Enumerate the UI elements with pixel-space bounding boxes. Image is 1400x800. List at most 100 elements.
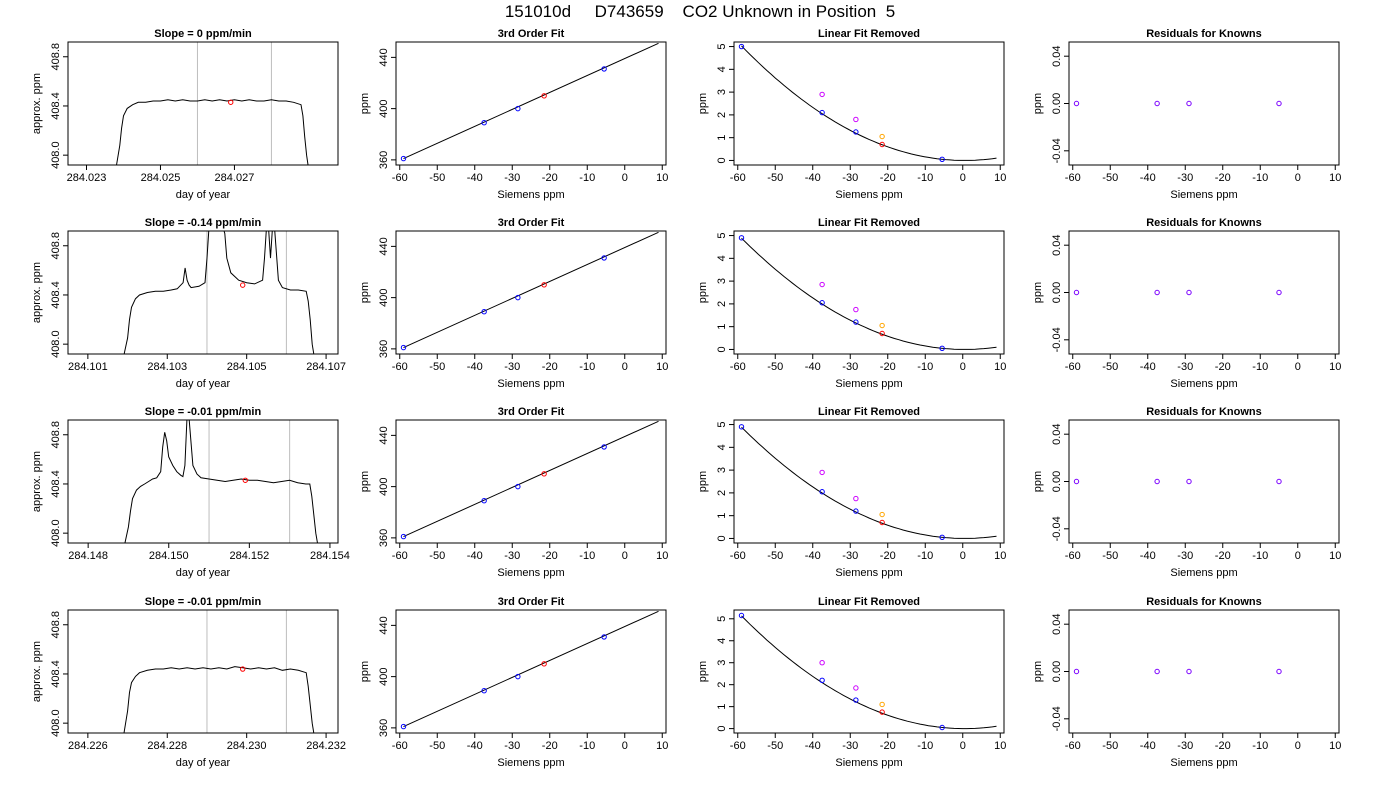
x-axis-label: day of year bbox=[176, 567, 231, 579]
chart-title: Slope = -0.14 ppm/min bbox=[145, 217, 262, 229]
plot-frame bbox=[67, 230, 339, 355]
y-tick-label: 3 bbox=[716, 467, 728, 473]
x-tick-label: -50 bbox=[1102, 550, 1118, 562]
data-point bbox=[879, 519, 885, 526]
x-tick-label: 10 bbox=[1329, 550, 1341, 562]
data-point bbox=[819, 469, 825, 476]
x-tick-label: -30 bbox=[1177, 361, 1193, 373]
data-point bbox=[541, 661, 547, 667]
y-tick-label: 408.0 bbox=[50, 519, 62, 547]
x-tick-label: 10 bbox=[1329, 172, 1341, 184]
x-tick-label: 0 bbox=[622, 550, 628, 562]
y-tick-label: 440 bbox=[378, 426, 390, 444]
y-tick-label: 408.8 bbox=[50, 421, 62, 449]
x-tick-label: -60 bbox=[730, 172, 746, 184]
plot-frame bbox=[395, 230, 667, 355]
data-point bbox=[819, 489, 825, 495]
data-point bbox=[853, 697, 859, 703]
data-point bbox=[939, 156, 945, 163]
y-tick-label: 408.4 bbox=[50, 92, 62, 120]
x-tick-label: -40 bbox=[1140, 172, 1156, 184]
y-axis-label: ppm bbox=[1032, 282, 1044, 303]
y-tick-label: 0 bbox=[716, 535, 728, 541]
data-point bbox=[601, 255, 607, 261]
data-point bbox=[541, 93, 547, 99]
x-tick-label: -50 bbox=[1102, 740, 1118, 752]
data-point bbox=[1276, 478, 1282, 485]
x-tick-label: -40 bbox=[467, 550, 483, 562]
x-tick-label: -50 bbox=[429, 172, 445, 184]
y-tick-label: 440 bbox=[378, 48, 390, 66]
plot-frame bbox=[395, 419, 667, 544]
data-point bbox=[738, 43, 745, 50]
y-tick-label: 0.00 bbox=[1051, 471, 1063, 492]
y-tick-label: 2 bbox=[716, 490, 728, 496]
plot-frame bbox=[67, 609, 339, 734]
y-tick-label: 408.4 bbox=[50, 281, 62, 309]
chart-panel: Residuals for Knowns -60 -50 -40 -30 -20 -10 0 1… bbox=[1032, 406, 1341, 579]
plot-frame bbox=[67, 419, 339, 544]
y-tick-label: 360 bbox=[378, 529, 390, 547]
plot-frame bbox=[1068, 230, 1340, 355]
y-tick-label: 408.8 bbox=[50, 232, 62, 260]
data-point bbox=[853, 685, 859, 691]
x-tick-label: -40 bbox=[467, 361, 483, 373]
y-axis-label: ppm bbox=[359, 93, 371, 114]
x-tick-label: -60 bbox=[392, 740, 408, 752]
series-line bbox=[123, 666, 315, 733]
x-tick-label: 0 bbox=[1295, 172, 1301, 184]
plot-frame bbox=[67, 41, 339, 166]
data-point bbox=[819, 300, 825, 306]
plot-area bbox=[400, 610, 659, 730]
plot-frame bbox=[1068, 41, 1340, 166]
plot-area bbox=[1073, 289, 1282, 296]
chart-title: Linear Fit Removed bbox=[818, 28, 920, 40]
x-tick-label: -40 bbox=[805, 740, 821, 752]
fit-line bbox=[403, 231, 659, 349]
x-axis-label: day of year bbox=[176, 189, 231, 201]
y-tick-label: 4 bbox=[716, 66, 728, 72]
fit-line bbox=[403, 610, 659, 728]
x-tick-label: -30 bbox=[842, 740, 858, 752]
plot-area bbox=[400, 231, 659, 351]
x-tick-label: -60 bbox=[1065, 740, 1081, 752]
x-tick-label: -30 bbox=[1177, 172, 1193, 184]
chart-panel: Slope = -0.01 ppm/min 284.226 284.228 284.2… bbox=[31, 596, 346, 769]
data-point bbox=[515, 483, 521, 490]
data-point bbox=[1154, 289, 1160, 296]
x-tick-label: -60 bbox=[1065, 172, 1081, 184]
x-axis-label: Siemens ppm bbox=[1170, 378, 1237, 390]
series-line bbox=[116, 99, 309, 165]
y-tick-label: 0.04 bbox=[1051, 423, 1063, 444]
data-point bbox=[879, 133, 885, 140]
x-tick-label: -10 bbox=[917, 361, 933, 373]
chart-title: Slope = -0.01 ppm/min bbox=[145, 596, 262, 608]
x-tick-label: -20 bbox=[1215, 740, 1231, 752]
plot-frame bbox=[1068, 609, 1340, 734]
plot-area bbox=[124, 420, 318, 543]
data-point bbox=[853, 508, 859, 514]
y-tick-label: 408.0 bbox=[50, 141, 62, 169]
x-axis-label: Siemens ppm bbox=[497, 567, 564, 579]
x-tick-label: 10 bbox=[656, 550, 668, 562]
x-tick-label: -20 bbox=[880, 740, 896, 752]
x-tick-label: -40 bbox=[1140, 550, 1156, 562]
y-tick-label: 400 bbox=[378, 477, 390, 495]
x-tick-label: -20 bbox=[1215, 550, 1231, 562]
x-tick-label: -40 bbox=[805, 172, 821, 184]
y-tick-label: 0.00 bbox=[1051, 93, 1063, 114]
plot-area bbox=[738, 43, 997, 163]
data-point bbox=[1276, 100, 1282, 107]
y-tick-label: 360 bbox=[378, 719, 390, 737]
data-point bbox=[1073, 289, 1080, 296]
y-tick-label: 408.8 bbox=[50, 611, 62, 639]
data-point bbox=[819, 677, 825, 683]
y-tick-label: 0.00 bbox=[1051, 282, 1063, 303]
plot-area bbox=[738, 235, 997, 352]
chart-panel: 3rd Order Fit -60 -50 -40 -30 -20 -10 0 10 360 400… bbox=[359, 406, 668, 579]
plot-area bbox=[400, 420, 659, 540]
data-point bbox=[853, 306, 859, 313]
x-tick-label: -60 bbox=[730, 740, 746, 752]
data-point bbox=[879, 709, 885, 715]
